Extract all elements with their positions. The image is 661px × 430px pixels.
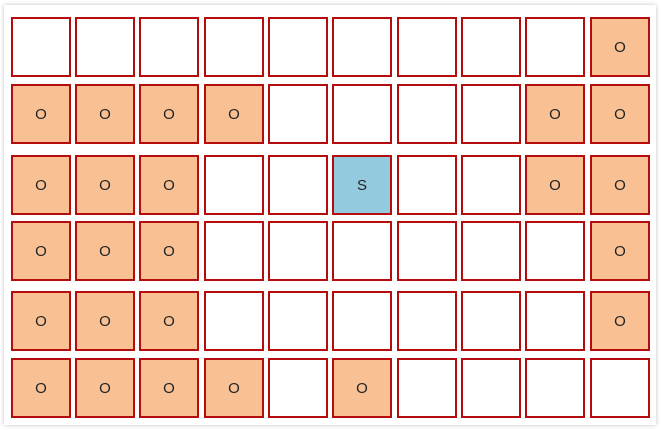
grid-cell-obstacle[interactable]: O <box>332 358 392 418</box>
grid-cell-empty[interactable] <box>461 358 521 418</box>
grid-cell-obstacle[interactable]: O <box>75 291 135 351</box>
grid-cell-obstacle[interactable]: O <box>75 84 135 144</box>
grid-cell-obstacle[interactable]: O <box>11 155 71 215</box>
grid-cell-empty[interactable] <box>332 84 392 144</box>
grid-cell-empty[interactable] <box>461 291 521 351</box>
grid-cell-obstacle[interactable]: O <box>139 221 199 281</box>
grid-cell-obstacle[interactable]: O <box>139 155 199 215</box>
grid-cell-empty[interactable] <box>204 291 264 351</box>
grid-cell-empty[interactable] <box>397 155 457 215</box>
grid-cell-obstacle[interactable]: O <box>11 84 71 144</box>
grid-cell-obstacle[interactable]: O <box>139 358 199 418</box>
grid-cell-empty[interactable] <box>204 17 264 77</box>
grid-cell-empty[interactable] <box>461 17 521 77</box>
grid-cell-obstacle[interactable]: O <box>139 291 199 351</box>
grid-cell-empty[interactable] <box>397 221 457 281</box>
grid-cell-empty[interactable] <box>397 17 457 77</box>
grid-cell-empty[interactable] <box>268 358 328 418</box>
grid-cell-empty[interactable] <box>75 17 135 77</box>
grid-cell-empty[interactable] <box>204 221 264 281</box>
grid-cell-obstacle[interactable]: O <box>590 221 650 281</box>
grid-cell-empty[interactable] <box>525 291 585 351</box>
grid-cell-obstacle[interactable]: O <box>139 84 199 144</box>
grid-cell-obstacle[interactable]: O <box>590 291 650 351</box>
grid-cell-obstacle[interactable]: O <box>75 358 135 418</box>
grid-cell-empty[interactable] <box>590 358 650 418</box>
grid-cell-empty[interactable] <box>461 84 521 144</box>
grid-cell-obstacle[interactable]: O <box>590 84 650 144</box>
grid-cell-empty[interactable] <box>332 221 392 281</box>
grid-cell-obstacle[interactable]: O <box>590 155 650 215</box>
grid-cell-empty[interactable] <box>461 221 521 281</box>
grid-cell-empty[interactable] <box>268 291 328 351</box>
grid-cell-obstacle[interactable]: O <box>525 155 585 215</box>
grid-cell-start[interactable]: S <box>332 155 392 215</box>
grid-cell-empty[interactable] <box>525 358 585 418</box>
grid-cell-obstacle[interactable]: O <box>204 84 264 144</box>
grid-cell-empty[interactable] <box>139 17 199 77</box>
grid-cell-obstacle[interactable]: O <box>11 291 71 351</box>
grid-cell-empty[interactable] <box>397 84 457 144</box>
grid-cell-obstacle[interactable]: O <box>11 358 71 418</box>
grid-cell-empty[interactable] <box>461 155 521 215</box>
grid-cell-obstacle[interactable]: O <box>525 84 585 144</box>
grid-cell-obstacle[interactable]: O <box>590 17 650 77</box>
grid-cell-obstacle[interactable]: O <box>75 155 135 215</box>
grid-cell-obstacle[interactable]: O <box>75 221 135 281</box>
grid-cell-empty[interactable] <box>397 358 457 418</box>
grid-cell-empty[interactable] <box>204 155 264 215</box>
grid-cell-empty[interactable] <box>332 291 392 351</box>
grid-cell-empty[interactable] <box>525 221 585 281</box>
grid-cell-empty[interactable] <box>268 155 328 215</box>
grid-cell-obstacle[interactable]: O <box>11 221 71 281</box>
grid-cell-obstacle[interactable]: O <box>204 358 264 418</box>
grid-cell-empty[interactable] <box>268 17 328 77</box>
grid-cell-empty[interactable] <box>268 221 328 281</box>
grid-cell-empty[interactable] <box>525 17 585 77</box>
grid-cell-empty[interactable] <box>397 291 457 351</box>
grid-cell-empty[interactable] <box>332 17 392 77</box>
grid-cell-empty[interactable] <box>11 17 71 77</box>
grid-cell-empty[interactable] <box>268 84 328 144</box>
